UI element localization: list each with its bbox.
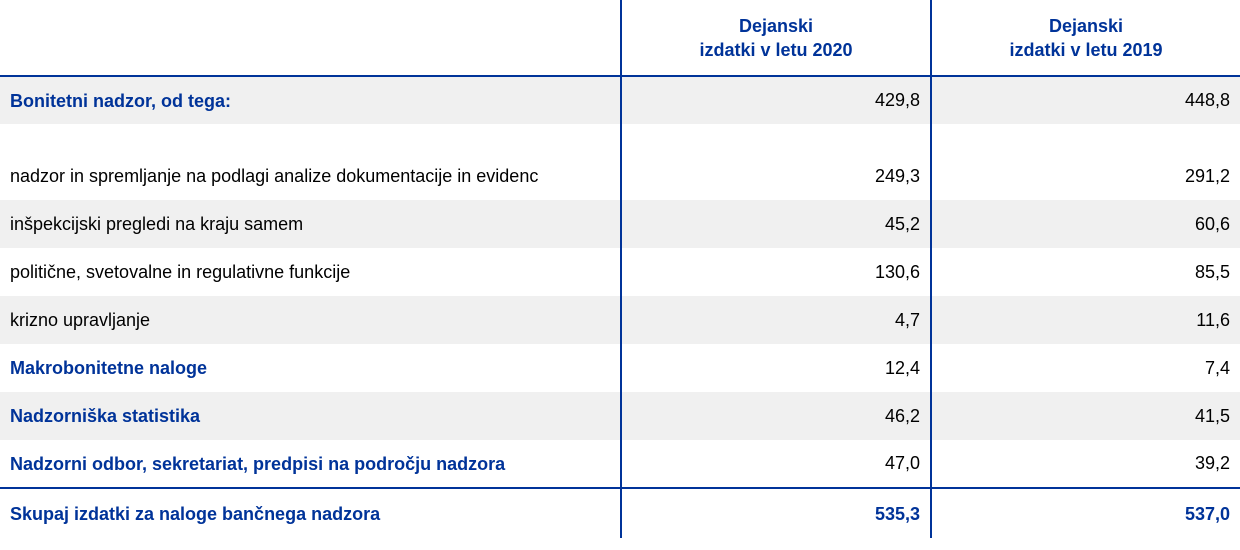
row-value-2019: 41,5 [930, 392, 1240, 440]
row-label: Nadzorniška statistika [0, 392, 621, 440]
table-row: nadzor in spremljanje na podlagi analize… [0, 124, 1240, 200]
expenses-table: Dejanski izdatki v letu 2020 Dejanski iz… [0, 0, 1240, 538]
table-row: krizno upravljanje 4,7 11,6 [0, 296, 1240, 344]
table-body: Bonitetni nadzor, od tega: 429,8 448,8 n… [0, 76, 1240, 538]
total-row: Skupaj izdatki za naloge bančnega nadzor… [0, 487, 1240, 538]
row-value-2020: 249,3 [620, 124, 931, 200]
row-label: Makrobonitetne naloge [10, 358, 208, 378]
header-2019-line2: izdatki v letu 2019 [1009, 39, 1163, 60]
row-value-2020: 12,4 [620, 344, 931, 392]
header-2020-line1: Dejanski [738, 15, 814, 36]
row-value-2019: 60,6 [930, 200, 1240, 248]
row-value-2019: 85,5 [930, 248, 1240, 296]
table-row: inšpekcijski pregledi na kraju samem 45,… [0, 200, 1240, 248]
total-value-2020: 535,3 [620, 487, 931, 538]
row-value-2019: 448,8 [930, 76, 1240, 124]
row-value-2020: 429,8 [620, 76, 931, 124]
row-value-2019: 11,6 [930, 296, 1240, 344]
header-2019-line1: Dejanski [1048, 15, 1124, 36]
row-label: politične, svetovalne in regulativne fun… [10, 262, 351, 282]
row-value-2019: 39,2 [930, 440, 1240, 488]
row-label: inšpekcijski pregledi na kraju samem [0, 200, 621, 248]
table-row: Nadzorniška statistika 46,2 41,5 [0, 392, 1240, 440]
total-label: Skupaj izdatki za naloge bančnega nadzor… [0, 487, 621, 538]
row-value-2020: 45,2 [620, 200, 931, 248]
row-value-2020: 47,0 [620, 440, 931, 488]
header-2019: Dejanski izdatki v letu 2019 [930, 0, 1240, 77]
row-value-2020: 46,2 [620, 392, 931, 440]
row-value-2019: 7,4 [930, 344, 1240, 392]
row-value-2020: 4,7 [620, 296, 931, 344]
row-label: Nadzorni odbor, sekretariat, predpisi na… [10, 453, 506, 474]
header-empty-cell [0, 0, 621, 77]
table-header: Dejanski izdatki v letu 2020 Dejanski iz… [0, 0, 1240, 77]
row-label: nadzor in spremljanje na podlagi analize… [10, 166, 539, 186]
header-2020-line2: izdatki v letu 2020 [699, 39, 853, 60]
row-label: Bonitetni nadzor, od tega: [0, 76, 621, 124]
total-value-2019: 537,0 [930, 487, 1240, 538]
table-row: Bonitetni nadzor, od tega: 429,8 448,8 [0, 76, 1240, 124]
table-row: politične, svetovalne in regulativne fun… [0, 248, 1240, 296]
row-value-2020: 130,6 [620, 248, 931, 296]
table-row: Makrobonitetne naloge 12,4 7,4 [0, 344, 1240, 392]
row-label: krizno upravljanje [0, 296, 621, 344]
table-row: Nadzorni odbor, sekretariat, predpisi na… [0, 440, 1240, 488]
row-value-2019: 291,2 [930, 124, 1240, 200]
header-2020: Dejanski izdatki v letu 2020 [620, 0, 931, 77]
